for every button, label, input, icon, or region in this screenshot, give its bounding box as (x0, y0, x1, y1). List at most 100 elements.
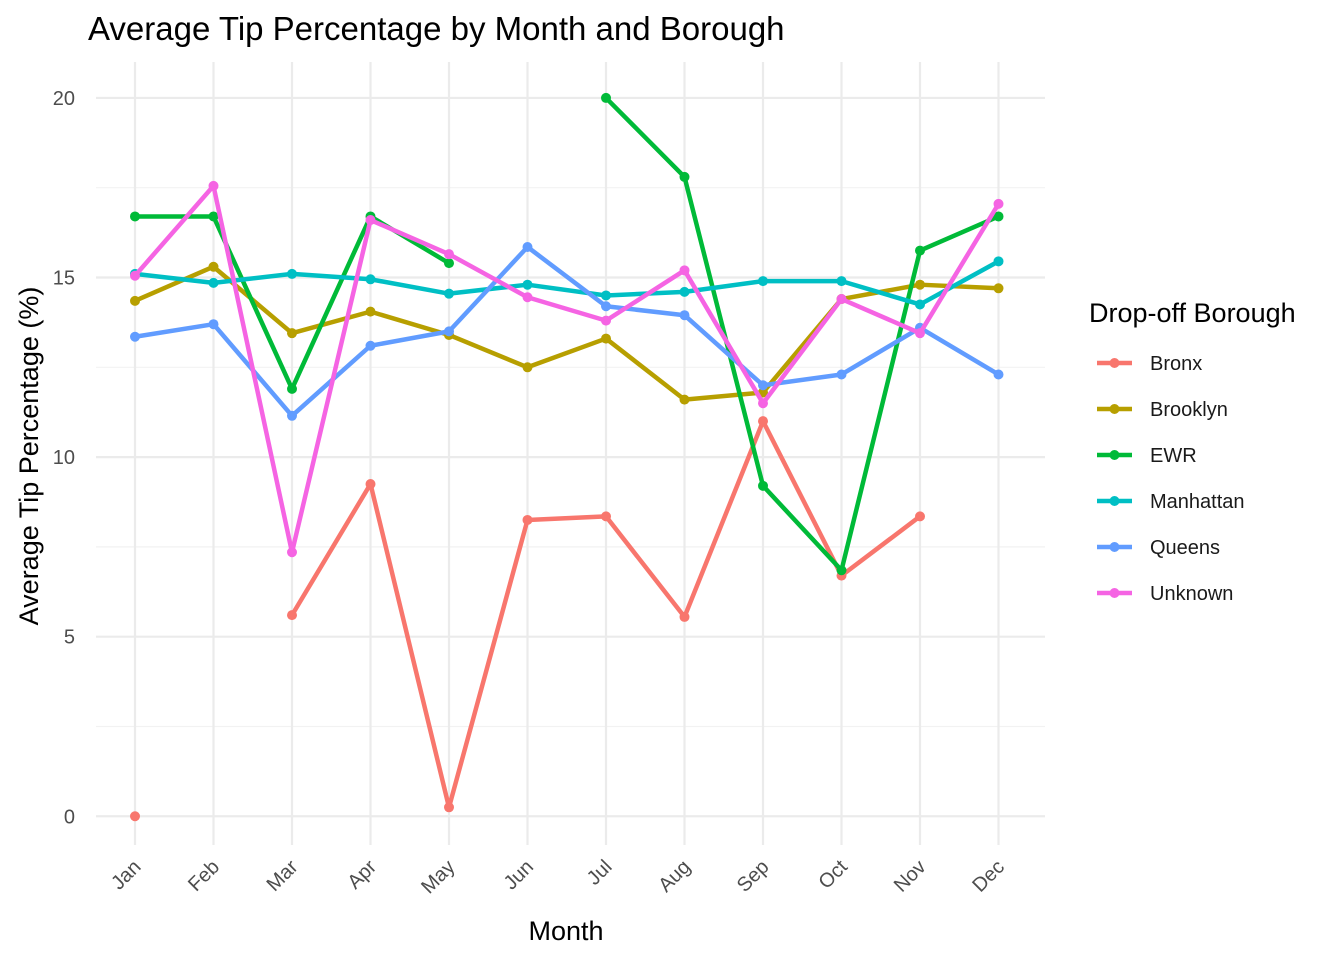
data-point (365, 215, 376, 226)
legend-label: Queens (1150, 537, 1220, 559)
legend-item: Queens (1097, 537, 1220, 559)
data-point (208, 319, 219, 330)
data-point (601, 301, 611, 312)
legend-label: Bronx (1150, 353, 1202, 375)
x-tick-label: Feb (184, 856, 224, 896)
data-point (208, 180, 219, 191)
x-tick-label: Dec (968, 856, 1009, 897)
data-point (993, 283, 1004, 294)
series-line (134, 244, 1000, 419)
data-point (444, 326, 454, 337)
y-axis-ticks: 0 5 10 15 20 (53, 88, 75, 828)
x-tick-label: Jul (583, 856, 617, 890)
data-point (130, 331, 140, 342)
data-point (287, 383, 297, 394)
series-unknown (130, 180, 1004, 558)
data-point (836, 565, 847, 576)
data-point (522, 362, 533, 373)
series-line (134, 264, 999, 402)
x-tick-label: Aug (654, 856, 695, 897)
legend-key-point (1109, 358, 1120, 368)
legend-item: Bronx (1097, 353, 1202, 375)
data-point (915, 299, 925, 310)
x-axis-ticks: Jan Feb Mar Apr May Jun Jul Aug Sep Oct Nov Dec (107, 856, 1009, 899)
data-point (836, 276, 847, 287)
data-point (758, 398, 768, 409)
x-axis-title: Month (528, 916, 603, 946)
legend: Drop-off Borough Bronx Brooklyn EWR Manhatt… (1089, 298, 1296, 605)
data-point (679, 265, 690, 276)
x-tick-label: Mar (263, 856, 303, 896)
data-point (679, 394, 690, 405)
series-layer (130, 92, 1004, 822)
chart-title: Average Tip Percentage by Month and Boro… (88, 10, 785, 47)
data-point (522, 279, 533, 290)
data-point (679, 171, 690, 182)
data-point (915, 328, 925, 339)
data-point (208, 261, 219, 272)
legend-item: Brooklyn (1097, 399, 1228, 421)
data-point (444, 802, 454, 813)
data-point (758, 380, 768, 391)
series-manhattan (130, 256, 1004, 310)
data-point (287, 328, 297, 339)
legend-item: Manhattan (1097, 491, 1245, 513)
x-tick-label: Nov (890, 856, 931, 897)
data-point (601, 290, 611, 301)
data-point (287, 610, 297, 621)
series-line (133, 183, 1001, 555)
series-queens (130, 241, 1004, 421)
data-point (522, 514, 533, 525)
legend-label: EWR (1150, 445, 1197, 467)
y-tick-label: 20 (53, 88, 75, 110)
data-point (679, 310, 690, 321)
legend-label: Manhattan (1150, 491, 1245, 513)
y-tick-label: 5 (64, 627, 75, 649)
data-point (993, 256, 1004, 267)
legend-item: EWR (1097, 445, 1197, 467)
series-line (134, 259, 1000, 307)
x-tick-label: Jan (107, 856, 145, 894)
legend-key-point (1109, 496, 1120, 506)
legend-key-point (1109, 404, 1120, 414)
x-tick-label: May (417, 856, 459, 898)
series-ewr (130, 92, 1004, 576)
data-point (758, 480, 768, 491)
y-axis-title: Average Tip Percentage (%) (14, 287, 44, 626)
data-point (365, 340, 376, 351)
data-point (758, 276, 768, 287)
legend-label: Brooklyn (1150, 399, 1228, 421)
data-point (601, 511, 611, 522)
data-point (993, 198, 1004, 209)
y-tick-label: 10 (53, 447, 75, 469)
data-point (601, 315, 611, 326)
series-line (604, 96, 1000, 573)
data-point (758, 416, 768, 427)
data-point (836, 294, 847, 305)
data-point (365, 306, 376, 317)
legend-item: Unknown (1097, 583, 1233, 605)
data-point (915, 511, 925, 522)
y-tick-label: 15 (53, 268, 75, 290)
x-tick-label: Oct (814, 856, 852, 894)
data-point (915, 245, 925, 256)
legend-key-point (1109, 450, 1120, 460)
data-point (287, 410, 297, 421)
data-point (601, 92, 611, 103)
data-point (601, 333, 611, 344)
data-point (679, 286, 690, 297)
data-point (444, 288, 454, 299)
data-point (287, 268, 297, 279)
data-point (444, 258, 454, 269)
data-point (365, 274, 376, 285)
legend-title: Drop-off Borough (1089, 298, 1296, 328)
series-brooklyn (130, 261, 1004, 405)
data-point (522, 241, 533, 252)
data-point (993, 369, 1004, 380)
legend-key-point (1109, 588, 1120, 598)
data-point (130, 295, 140, 306)
x-tick-label: Sep (733, 856, 774, 897)
data-point (444, 249, 454, 260)
y-tick-label: 0 (64, 806, 75, 828)
